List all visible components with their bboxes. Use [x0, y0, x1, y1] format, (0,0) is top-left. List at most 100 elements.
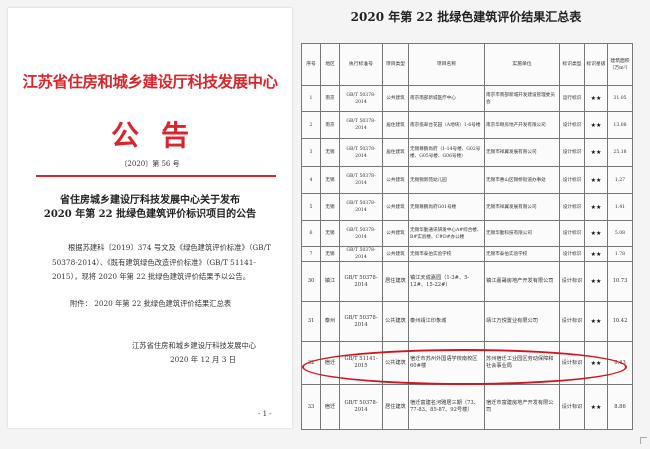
- header-star-rating: 标识星级: [584, 43, 608, 86]
- cell-type: 居住建筑: [382, 111, 409, 139]
- cell-implementer: 无锡市祥翼发展有限公司: [484, 193, 560, 221]
- cell-label-type: 设计标识: [559, 301, 585, 342]
- body-text: 根据苏建科〔2019〕374 号文及《绿色建筑评价标准》（GB/T 50378-…: [52, 243, 271, 281]
- cell-area: 13.08: [607, 111, 633, 139]
- cell-type: 公共建筑: [382, 166, 409, 194]
- cell-type: 公共建筑: [382, 246, 409, 262]
- org-name: 江苏省住房和城乡建设厅科技发展中心: [22, 72, 278, 91]
- cell-standard: GB/T 50378-2014: [339, 261, 383, 302]
- cell-type: 居住建筑: [382, 261, 409, 302]
- date: 2020 年 12 月 3 日: [170, 355, 236, 364]
- header-area: 建筑面积（万m²）: [607, 43, 633, 86]
- cell-implementer: 无锡市泰伯实验学校: [484, 246, 560, 262]
- cell-type: 居住建筑: [382, 384, 409, 430]
- table-row: 7 无锡 GB/T 50378-2014 公共建筑 无锡市泰伯实验学校 无锡市泰伯实验学校…: [301, 246, 633, 262]
- cell-seq: 5: [301, 193, 321, 221]
- announcement-page: 江苏省住房和城乡建设厅科技发展中心 公告 〔2020〕第 56 号 省住房城乡建…: [8, 8, 292, 428]
- cell-label-type: 运行标识: [559, 85, 585, 112]
- cell-implementer: 镇江嘉晟房地产开发有限公司: [484, 261, 560, 302]
- cell-region: 无锡: [320, 220, 340, 247]
- cell-star-rating: ★★: [584, 193, 608, 221]
- table-row: 5 无锡 GB/T 50378-2014 公共建筑 无锡尊鹏尚府G01号楼 无锡市祥翼发展…: [301, 193, 633, 221]
- attachment-note: 附件： 2020 年第 22 批绿色建筑评价结果汇总表: [70, 299, 232, 308]
- cell-implementer: 无锡市祥翼发展有限公司: [484, 138, 560, 167]
- cell-area: 31.05: [607, 85, 633, 112]
- cell-label-type: 设计标识: [559, 138, 585, 167]
- document-number: 〔2020〕第 56 号: [120, 160, 180, 168]
- signature: 江苏省住房和城乡建设厅科技发展中心: [132, 341, 257, 350]
- cell-seq: 2: [301, 111, 321, 139]
- cell-label-type: 设计标识: [559, 111, 585, 139]
- corner-mark: [640, 437, 647, 444]
- cell-seq: 7: [301, 246, 321, 262]
- cell-project-name: 宿迁富建名河雅居三期（73、77-83、85-87、92号楼）: [408, 384, 485, 430]
- cell-label-type: 设计标识: [559, 193, 585, 221]
- header-type: 项目类型: [382, 43, 409, 86]
- cell-area: 1.78: [607, 246, 633, 262]
- cell-project-name: 南京揽翠台花园（A地块）1-6号楼: [408, 111, 485, 139]
- cell-region: 宿迁: [320, 384, 340, 430]
- cell-standard: GB/T 50378-2014: [339, 85, 383, 112]
- cell-type: 公共建筑: [382, 301, 409, 342]
- cell-region: 无锡: [320, 138, 340, 167]
- table-row: 30 镇江 GB/T 50378-2014 居住建筑 镇江天成嘉园（1-3#、5-12#…: [301, 261, 633, 302]
- cell-project-name: 无锡尊鹏尚府G01号楼: [408, 193, 485, 221]
- cell-region: 无锡: [320, 193, 340, 221]
- header-implementer: 实施单位: [484, 43, 560, 86]
- cell-seq: 1: [301, 85, 321, 112]
- notice-title: 公告: [110, 119, 211, 152]
- cell-type: 公共建筑: [382, 220, 409, 247]
- cell-star-rating: ★★: [584, 220, 608, 247]
- cell-implementer: 无锡市惠山区锡桥街道办事处: [484, 166, 560, 194]
- cell-standard: GB/T 50378-2014: [339, 220, 383, 247]
- cell-implementer: 无锡华勤科技有限公司: [484, 220, 560, 247]
- cell-standard: GB/T 50378-2014: [339, 193, 383, 221]
- cell-seq: 3: [301, 138, 321, 167]
- cell-seq: 33: [301, 384, 321, 430]
- cell-project-name: 南京南部新城医疗中心: [408, 85, 485, 112]
- subject-line-1: 省住房城乡建设厅科技发展中心关于发布: [60, 195, 240, 206]
- cell-seq: 4: [301, 166, 321, 194]
- cell-label-type: 设计标识: [559, 261, 585, 302]
- table-row: 31 泰州 GB/T 50378-2014 公共建筑 泰州靖江印象城 靖江万悦置业有限公司…: [301, 301, 633, 342]
- cell-star-rating: ★★: [584, 301, 608, 342]
- cell-standard: GB/T 50378-2014: [339, 138, 383, 167]
- table-row: 3 无锡 GB/T 50378-2014 居住建筑 无锡尊鹏尚府（1-14号楼、G02号…: [301, 138, 633, 167]
- header-standard: 执行标准号: [339, 43, 383, 86]
- cell-implementer: 南京华颐房地产开发有限公司: [484, 111, 560, 139]
- cell-star-rating: ★★: [584, 384, 608, 430]
- cell-region: 泰州: [320, 301, 340, 342]
- cell-implementer: 宿迁市富建房地产开发有限公司: [484, 384, 560, 430]
- highlight-ellipse: [302, 349, 627, 385]
- table-row: 6 无锡 GB/T 50378-2014 公共建筑 无锡华勤通讯研发中心A#综合楼、B#…: [301, 220, 633, 247]
- cell-star-rating: ★★: [584, 138, 608, 167]
- cell-type: 居住建筑: [382, 138, 409, 167]
- cell-project-name: 无锡华勤通讯研发中心A#综合楼、B#实验楼、C#D#办公楼: [408, 220, 485, 247]
- cell-star-rating: ★★: [584, 246, 608, 262]
- cell-seq: 30: [301, 261, 321, 302]
- cell-label-type: 设计标识: [559, 246, 585, 262]
- cell-label-type: 设计标识: [559, 166, 585, 194]
- cell-label-type: 设计标识: [559, 384, 585, 430]
- cell-implementer: 靖江万悦置业有限公司: [484, 301, 560, 342]
- table-row: 2 南京 GB/T 50378-2014 居住建筑 南京揽翠台花园（A地块）1-6号楼南…: [301, 111, 633, 139]
- cell-seq: 31: [301, 301, 321, 342]
- cell-project-name: 镇江天成嘉园（1-3#、5-12#、15-22#）: [408, 261, 485, 302]
- cell-project-name: 泰州靖江印象城: [408, 301, 485, 342]
- cell-area: 1.27: [607, 166, 633, 194]
- cell-standard: GB/T 50378-2014: [339, 384, 383, 430]
- cell-project-name: 无锡尊鹏尚府（1-14号楼、G02号楼、G05号楼、G06号楼）: [408, 138, 485, 167]
- cell-region: 无锡: [320, 246, 340, 262]
- cell-standard: GB/T 50378-2014: [339, 301, 383, 342]
- page-number: - 1 -: [258, 410, 272, 418]
- cell-type: 公共建筑: [382, 85, 409, 112]
- cell-region: 南京: [320, 85, 340, 112]
- header-region: 地区: [320, 43, 340, 86]
- cell-star-rating: ★★: [584, 111, 608, 139]
- cell-star-rating: ★★: [584, 85, 608, 112]
- cell-area: 8.86: [607, 384, 633, 430]
- table-row: 1 南京 GB/T 50378-2014 公共建筑 南京南部新城医疗中心 南京市南部新城开…: [301, 85, 633, 112]
- cell-project-name: 无锡市泰伯实验学校: [408, 246, 485, 262]
- cell-standard: GB/T 50378-2014: [339, 111, 383, 139]
- table-row: 4 无锡 GB/T 50378-2014 公共建筑 无锡锡新苑幼儿园 无锡市惠山区锡桥街道…: [301, 166, 633, 194]
